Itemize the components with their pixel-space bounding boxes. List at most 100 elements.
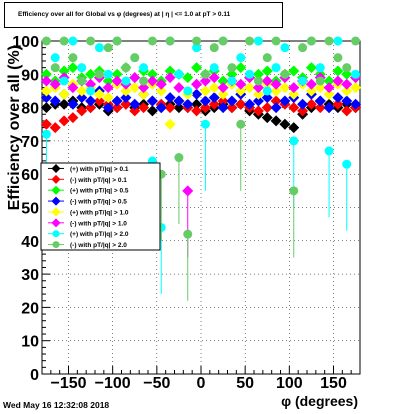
data-point <box>341 85 353 97</box>
data-point <box>253 36 263 46</box>
data-point <box>252 82 264 94</box>
data-point <box>182 185 194 197</box>
data-point <box>192 43 202 53</box>
legend-marker <box>51 196 61 206</box>
x-tick-label: 150 <box>320 375 347 392</box>
data-point <box>102 82 114 94</box>
data-point <box>182 98 194 110</box>
data-point <box>245 36 255 46</box>
data-point <box>262 86 272 96</box>
chart-title: Efficiency over all for Global vs φ (deg… <box>4 2 283 28</box>
data-point <box>103 43 113 53</box>
data-point <box>103 69 113 79</box>
legend-label: (-) with pT/|q| > 0.5 <box>70 199 127 206</box>
data-point <box>111 95 123 107</box>
data-point <box>271 36 281 46</box>
data-point <box>86 86 96 96</box>
data-point <box>261 102 273 114</box>
y-axis-label: Efficiency over all (%) <box>6 45 23 210</box>
data-point <box>226 95 238 107</box>
data-point <box>129 82 141 94</box>
data-point <box>306 36 316 46</box>
data-point <box>68 53 78 63</box>
data-point <box>208 82 220 94</box>
data-point <box>288 122 300 134</box>
data-point <box>94 43 104 53</box>
data-point <box>279 95 291 107</box>
data-point <box>40 92 52 104</box>
data-point <box>111 68 123 80</box>
legend-label: (+) with pT/|q| > 0.1 <box>70 166 129 173</box>
data-point <box>86 36 96 46</box>
data-point <box>85 68 97 80</box>
y-tick-label: 70 <box>21 134 39 151</box>
legend-label: (+) with pT/|q| > 1.0 <box>70 209 129 216</box>
data-point <box>314 102 326 114</box>
data-point <box>191 62 203 74</box>
data-point <box>94 69 104 79</box>
data-point <box>155 85 167 97</box>
data-point <box>288 88 300 100</box>
data-point <box>236 119 246 129</box>
data-point <box>67 112 79 124</box>
data-point <box>261 112 273 124</box>
data-point <box>218 36 228 46</box>
data-point <box>40 118 52 130</box>
data-point <box>199 95 211 107</box>
data-point <box>138 102 150 114</box>
data-point <box>217 95 229 107</box>
data-point <box>288 65 300 77</box>
data-point <box>342 63 352 73</box>
legend-marker <box>51 174 61 184</box>
data-point <box>323 88 335 100</box>
data-point <box>333 36 343 46</box>
data-point <box>85 95 97 107</box>
data-point <box>174 153 184 163</box>
data-point <box>226 102 238 114</box>
x-axis-label: φ (degrees) <box>281 393 358 409</box>
data-point <box>227 76 237 86</box>
data-point <box>261 75 273 87</box>
data-point <box>173 95 185 107</box>
data-point <box>298 76 308 86</box>
data-point <box>288 82 300 94</box>
data-point <box>85 78 97 90</box>
legend-marker <box>51 207 61 217</box>
data-point <box>139 63 149 73</box>
data-point <box>305 85 317 97</box>
data-point <box>332 75 344 87</box>
data-point <box>164 118 176 130</box>
data-point <box>270 85 282 97</box>
x-tick-label: 0 <box>197 375 206 392</box>
data-point <box>77 76 87 86</box>
data-point <box>164 65 176 77</box>
data-point <box>173 82 185 94</box>
legend-label: (+) with pT/|q| > 0.5 <box>70 188 129 195</box>
data-point <box>76 85 88 97</box>
legend-box <box>40 162 161 251</box>
data-point <box>208 98 220 110</box>
data-point <box>155 102 167 114</box>
data-point <box>67 98 79 110</box>
data-point <box>102 102 114 114</box>
data-point <box>49 78 61 90</box>
data-point <box>85 102 97 114</box>
data-point <box>77 63 87 73</box>
data-point <box>297 98 309 110</box>
data-point <box>155 78 167 90</box>
data-point <box>227 63 237 73</box>
data-point <box>102 75 114 87</box>
data-point <box>121 63 131 73</box>
data-point <box>252 95 264 107</box>
data-point <box>235 98 247 110</box>
data-point <box>280 43 290 53</box>
data-point <box>111 102 123 114</box>
data-point <box>351 69 361 79</box>
data-point <box>40 75 52 87</box>
data-point <box>49 122 61 134</box>
data-point <box>192 36 202 46</box>
data-point <box>164 102 176 114</box>
data-point <box>49 95 61 107</box>
data-point <box>314 95 326 107</box>
